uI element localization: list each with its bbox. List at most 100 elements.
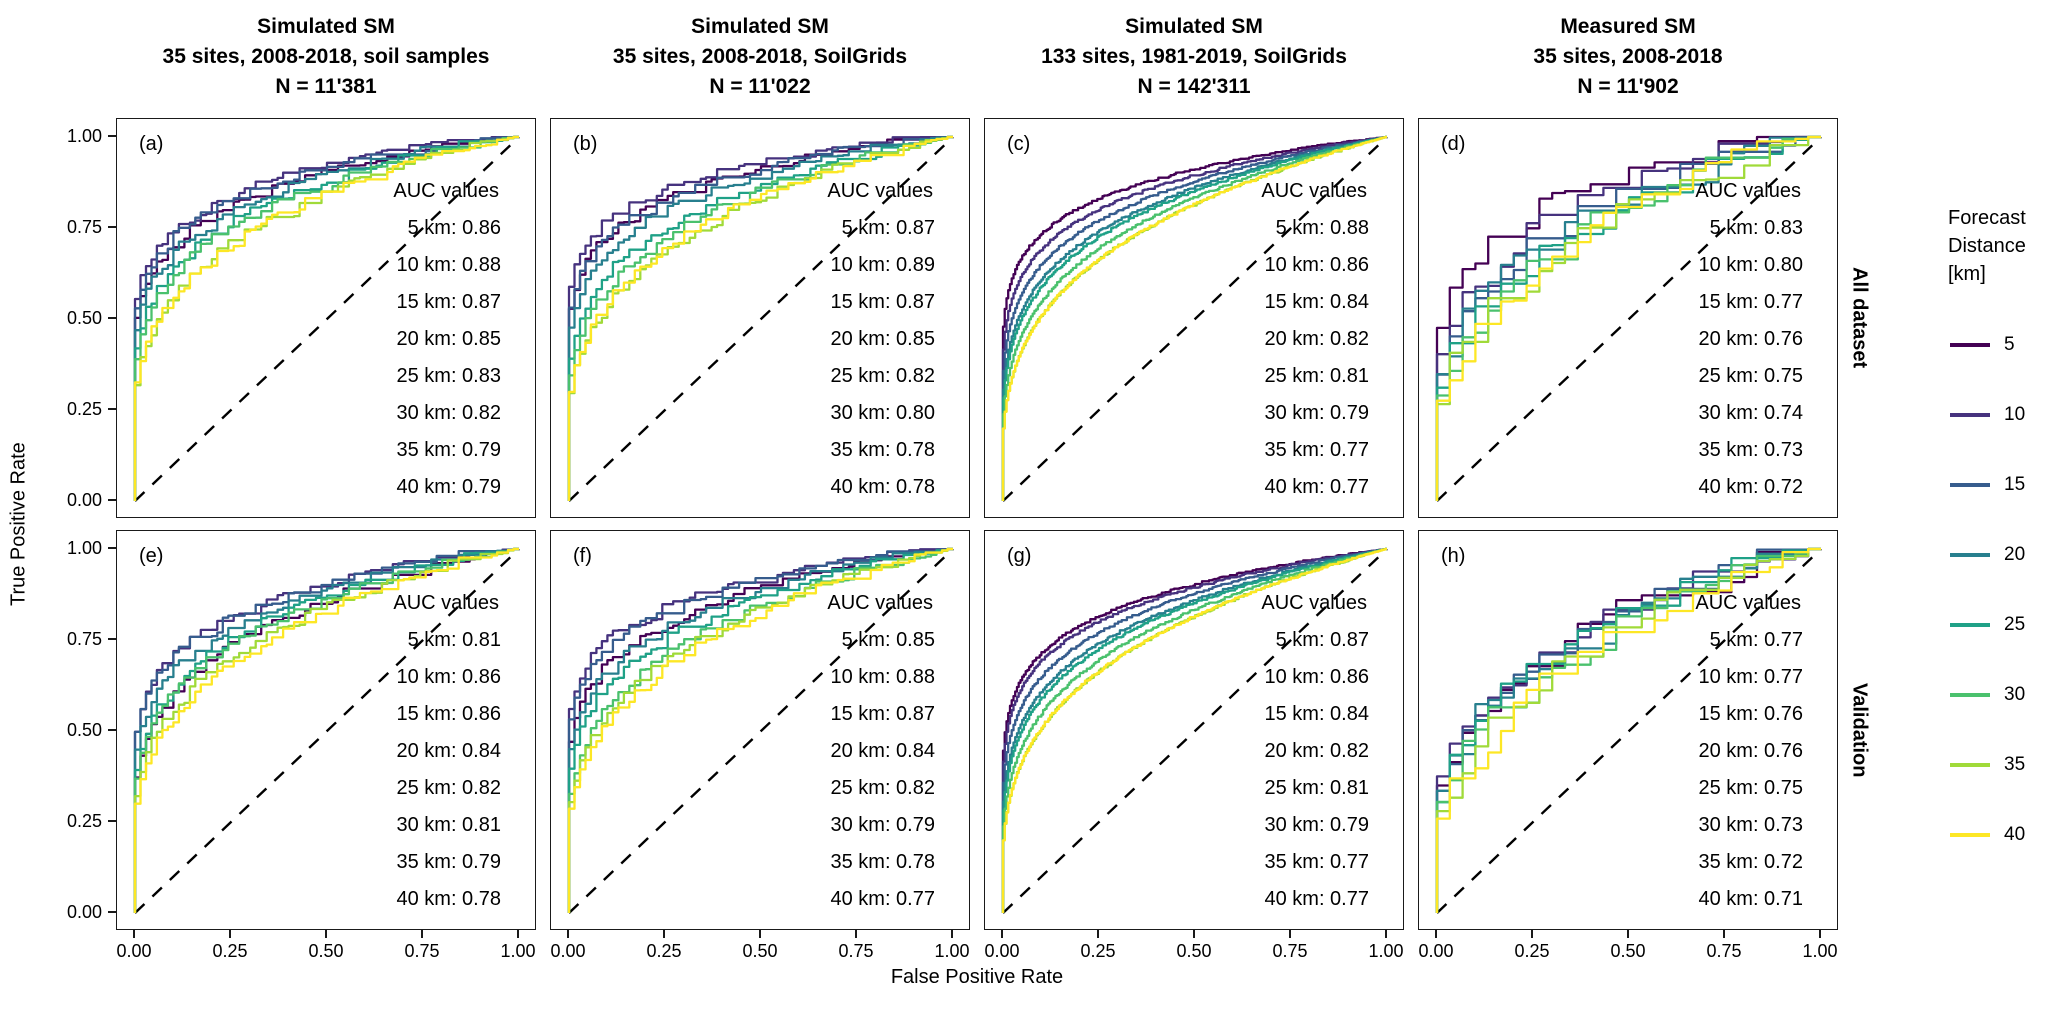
x-tick-mark [229, 930, 231, 938]
column-title-line: 35 sites, 2008-2018 [1533, 45, 1723, 68]
y-tick-label: 0.25 [66, 811, 102, 831]
roc-curve-20km [567, 135, 953, 501]
roc-plot-area [1001, 547, 1388, 914]
legend-title: Forecast Distance [km] [1948, 204, 2026, 288]
y-tick-label: 0.75 [66, 629, 102, 649]
auc-value-line: 20 km: 0.84 [396, 740, 501, 762]
y-tick-label: 0.00 [66, 490, 102, 510]
legend-label-10km: 10 [2004, 404, 2026, 425]
row-strip-validation: Validation [1848, 682, 1871, 778]
auc-value-line: 15 km: 0.84 [1264, 291, 1369, 313]
x-tick-mark [1193, 930, 1195, 938]
x-tick-label: 0.50 [308, 941, 344, 961]
roc-curve-35km [1435, 135, 1821, 501]
legend-label-30km: 30 [2004, 684, 2026, 705]
roc-curve-40km [1001, 135, 1387, 501]
roc-curve-35km [567, 547, 953, 913]
y-tick-label: 1.00 [66, 126, 102, 146]
x-tick-label: 0.50 [742, 941, 778, 961]
auc-values-block: AUC values 5 km: 0.77 10 km: 0.77 15 km: 0.… [1695, 585, 1803, 918]
roc-curve-40km [1001, 547, 1387, 913]
panel-tag: (f) [573, 545, 592, 567]
column-title-line: N = 11'022 [709, 75, 811, 98]
auc-value-line: 40 km: 0.78 [396, 888, 501, 910]
roc-plot-area [567, 547, 954, 914]
auc-value-line: 25 km: 0.75 [1698, 777, 1803, 799]
auc-value-line: 15 km: 0.86 [396, 703, 501, 725]
auc-values-header: AUC values [1695, 592, 1801, 614]
roc-curve-15km [1001, 135, 1387, 501]
x-tick-label: 1.00 [1802, 941, 1838, 961]
roc-curve-10km [133, 135, 519, 501]
auc-value-line: 35 km: 0.79 [396, 439, 501, 461]
x-tick-label: 0.00 [1418, 941, 1454, 961]
auc-value-line: 35 km: 0.78 [830, 851, 935, 873]
auc-value-line: 10 km: 0.86 [1264, 666, 1369, 688]
panel-tag: (b) [573, 133, 598, 155]
x-tick-mark [567, 930, 569, 938]
x-tick-mark [759, 930, 761, 938]
x-tick-label: 1.00 [1368, 941, 1404, 961]
y-tick-mark [108, 226, 116, 228]
legend-label-40km: 40 [2004, 824, 2026, 845]
auc-values-header: AUC values [1261, 180, 1367, 202]
auc-value-line: 40 km: 0.77 [1264, 476, 1369, 498]
auc-value-line: 20 km: 0.85 [396, 328, 501, 350]
roc-curve-5km [1001, 135, 1387, 501]
y-tick-label: 0.75 [66, 217, 102, 237]
roc-curve-40km [567, 135, 953, 501]
auc-value-line: 30 km: 0.81 [396, 814, 501, 836]
auc-value-line: 10 km: 0.89 [830, 254, 935, 276]
roc-curve-15km [567, 135, 953, 501]
roc-curve-10km [1001, 135, 1387, 501]
diagonal-reference-line [134, 136, 520, 502]
column-title-line: 35 sites, 2008-2018, soil samples [162, 45, 490, 68]
auc-value-line: 35 km: 0.72 [1698, 851, 1803, 873]
x-tick-label: 0.75 [1706, 941, 1742, 961]
auc-value-line: 25 km: 0.82 [396, 777, 501, 799]
x-tick-mark [325, 930, 327, 938]
auc-value-line: 30 km: 0.79 [830, 814, 935, 836]
auc-value-line: 5 km: 0.77 [1709, 629, 1803, 651]
roc-curve-5km [1435, 135, 1821, 501]
auc-value-line: 35 km: 0.77 [1264, 851, 1369, 873]
panel-tag: (e) [139, 545, 164, 567]
auc-values-block: AUC values 5 km: 0.83 10 km: 0.80 15 km: 0.… [1695, 173, 1803, 506]
auc-value-line: 30 km: 0.79 [1264, 402, 1369, 424]
column-title-line: 35 sites, 2008-2018, SoilGrids [612, 45, 908, 68]
x-tick-mark [1289, 930, 1291, 938]
x-tick-label: 0.50 [1610, 941, 1646, 961]
x-tick-label: 0.00 [116, 941, 152, 961]
roc-curve-40km [133, 547, 519, 913]
panel-tag: (a) [139, 133, 164, 155]
y-tick-mark [108, 547, 116, 549]
roc-panel-g: (g) AUC values 5 km: 0.87 10 km: 0.86 15 km:… [984, 530, 1404, 930]
x-tick-mark [1723, 930, 1725, 938]
column-title-line: Simulated SM [1125, 15, 1263, 38]
y-tick-mark [108, 911, 116, 913]
auc-value-line: 10 km: 0.88 [396, 254, 501, 276]
x-tick-label: 0.50 [1176, 941, 1212, 961]
x-tick-label: 0.75 [1272, 941, 1308, 961]
legend-line-swatch-5km [1950, 343, 1990, 347]
auc-value-line: 20 km: 0.85 [830, 328, 935, 350]
y-tick-label: 1.00 [66, 538, 102, 558]
auc-values-header: AUC values [393, 180, 499, 202]
y-axis-title: True Positive Rate [7, 442, 30, 606]
auc-value-line: 40 km: 0.72 [1698, 476, 1803, 498]
column-title: Simulated SM 35 sites, 2008-2018, soil sa… [104, 12, 548, 106]
roc-plot-area [1435, 135, 1822, 502]
x-tick-mark [421, 930, 423, 938]
roc-curve-15km [1435, 135, 1821, 501]
auc-value-line: 35 km: 0.79 [396, 851, 501, 873]
auc-value-line: 30 km: 0.74 [1698, 402, 1803, 424]
auc-value-line: 40 km: 0.77 [1264, 888, 1369, 910]
x-tick-mark [855, 930, 857, 938]
diagonal-reference-line [568, 136, 954, 502]
y-tick-mark [108, 729, 116, 731]
auc-value-line: 25 km: 0.83 [396, 365, 501, 387]
x-tick-mark [951, 930, 953, 938]
roc-plot-area [567, 135, 954, 502]
auc-value-line: 25 km: 0.81 [1264, 777, 1369, 799]
